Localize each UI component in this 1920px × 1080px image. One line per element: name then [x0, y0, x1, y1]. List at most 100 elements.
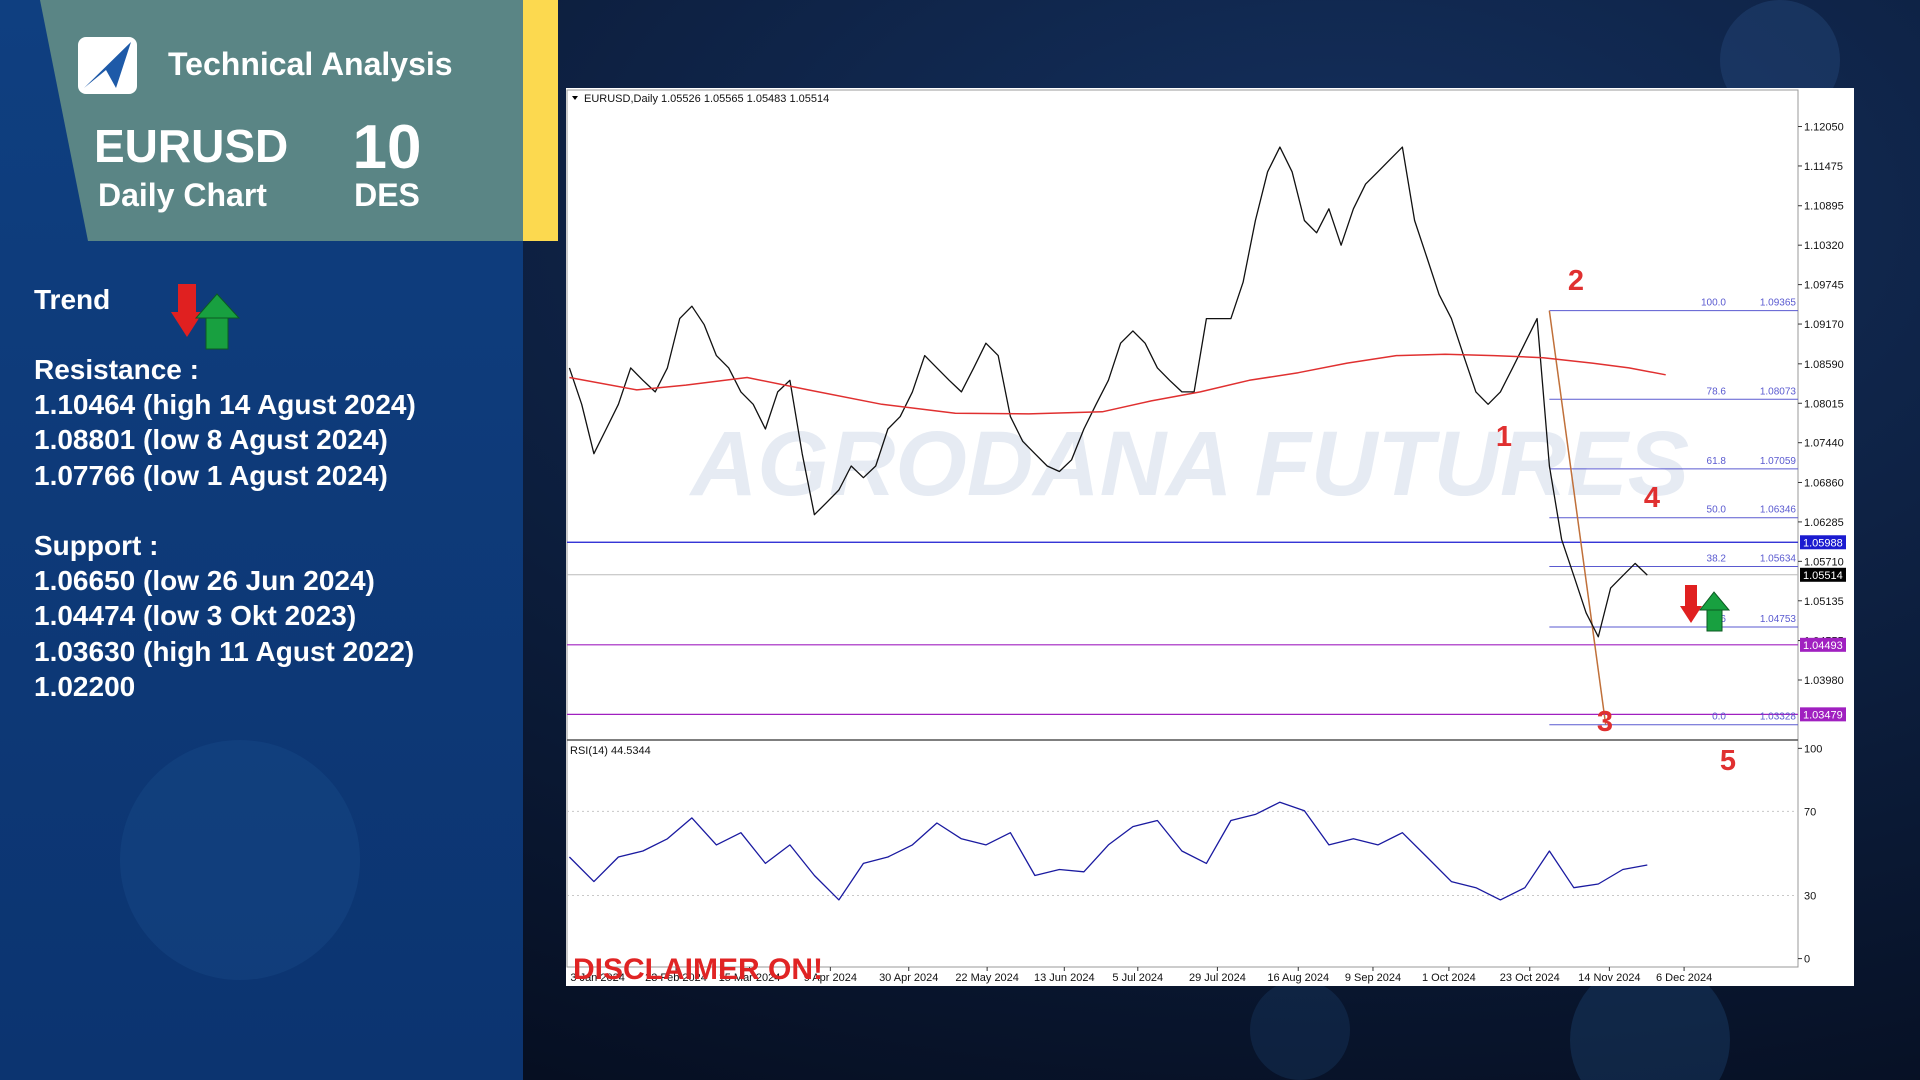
y-tick-label: 1.05135: [1804, 596, 1844, 608]
bokeh: [120, 740, 360, 980]
bokeh: [1250, 980, 1350, 1080]
y-tick-label: 1.12050: [1804, 122, 1844, 134]
y-tick-label: 1.05710: [1804, 556, 1844, 568]
price-label: 1.03479: [1803, 709, 1843, 721]
wave-label: 5: [1720, 745, 1736, 777]
resistance-item: 1.10464 (high 14 Agust 2024): [34, 389, 416, 420]
disclaimer: DISCLAIMER ON!: [573, 953, 823, 986]
fib-price: 1.04753: [1760, 614, 1797, 625]
trend-label: Trend: [34, 284, 110, 315]
y-tick-label: 1.10895: [1804, 201, 1844, 213]
y-tick-label: 1.03980: [1804, 675, 1844, 687]
y-tick-label: 1.09170: [1804, 319, 1844, 331]
logo-mark: [84, 42, 131, 88]
fib-price: 1.09365: [1760, 298, 1797, 309]
signal-icon: [1680, 585, 1731, 632]
x-tick-label: 29 Jul 2024: [1189, 972, 1246, 984]
chart-kind: Daily Chart: [98, 177, 267, 213]
pair: EURUSD: [94, 120, 288, 172]
price-label-bg: [1800, 707, 1846, 722]
x-tick-label: 6 Dec 2024: [1656, 972, 1712, 984]
price-label-bg: [1800, 637, 1846, 652]
chart-title: EURUSD,Daily 1.05526 1.05565 1.05483 1.0…: [584, 93, 829, 105]
fib-price: 1.08073: [1760, 386, 1797, 397]
menu-marker: [572, 96, 578, 100]
resistance-item: 1.08801 (low 8 Agust 2024): [34, 424, 388, 455]
month: DES: [354, 177, 420, 213]
x-tick-label: 5 Jul 2024: [1112, 972, 1163, 984]
arrow-down: [171, 312, 203, 337]
bokeh: [1570, 960, 1730, 1080]
resistance-item: 1.07766 (low 1 Agust 2024): [34, 460, 388, 491]
support-item: 1.03630 (high 11 Agust 2022): [34, 636, 414, 667]
watermark: AGRODANA FUTURES: [689, 413, 1689, 515]
price-label: 1.05988: [1803, 537, 1843, 549]
fib-price: 1.05634: [1760, 554, 1797, 565]
price-label-bg: [1800, 535, 1846, 550]
x-tick-label: 3 Jan 2024: [570, 972, 624, 984]
header-title: Technical Analysis: [168, 46, 453, 82]
fib-ratio: 78.6: [1707, 386, 1727, 397]
wave-label: 4: [1644, 482, 1660, 514]
day: 10: [353, 113, 422, 182]
fib-ratio: 0.0: [1712, 712, 1726, 723]
support-label: Support :: [34, 530, 158, 561]
rsi-title: RSI(14) 44.5344: [570, 745, 651, 757]
wave-label: 2: [1568, 265, 1584, 297]
fib-ratio: 100.0: [1701, 298, 1726, 309]
x-tick-label: 9 Sep 2024: [1345, 972, 1401, 984]
price-label-bg: [1800, 567, 1846, 582]
x-tick-label: 9 Apr 2024: [804, 972, 857, 984]
support-item: 1.04474 (low 3 Okt 2023): [34, 600, 356, 631]
fib-trendline: [1548, 310, 1607, 725]
x-tick-label: 13 Jun 2024: [1034, 972, 1095, 984]
header-box: [40, 0, 523, 241]
y-tick-label: 0: [1804, 954, 1810, 966]
y-tick-label: 1.09745: [1804, 280, 1844, 292]
y-tick-label: 70: [1804, 806, 1816, 818]
fib-ratio: 61.8: [1707, 456, 1727, 467]
fib-price: 1.06346: [1760, 505, 1797, 516]
y-tick-label: 1.06285: [1804, 517, 1844, 529]
y-tick-label: 1.08015: [1804, 398, 1844, 410]
fib-price: 1.03328: [1760, 712, 1797, 723]
y-tick-label: 30: [1804, 891, 1816, 903]
y-tick-label: 1.08590: [1804, 359, 1844, 371]
y-tick-label: 100: [1804, 743, 1822, 755]
accent-bar: [523, 0, 558, 241]
fib-price: 1.07059: [1760, 456, 1797, 467]
price-label: 1.04493: [1803, 640, 1843, 652]
support-item: 1.06650 (low 26 Jun 2024): [34, 565, 375, 596]
moving-average: [569, 353, 1666, 415]
arrow-up: [205, 317, 229, 350]
y-tick-label: 1.06860: [1804, 477, 1844, 489]
x-tick-label: 23 Oct 2024: [1500, 972, 1560, 984]
wave-label: 1: [1496, 421, 1512, 453]
fib-ratio: 50.0: [1707, 505, 1727, 516]
y-tick-label: 1.10320: [1804, 240, 1844, 252]
chart-panel: [566, 88, 1854, 986]
price-line: [568, 146, 1648, 638]
x-tick-label: 14 Nov 2024: [1578, 972, 1640, 984]
plot-frame: [566, 89, 1799, 968]
x-tick-label: 22 May 2024: [955, 972, 1019, 984]
support-item: 1.02200: [34, 671, 135, 702]
wave-label: 3: [1597, 706, 1613, 738]
fib-ratio: 38.2: [1707, 554, 1727, 565]
y-tick-label: 1.07440: [1804, 438, 1844, 450]
rsi-line: [568, 801, 1648, 901]
arrow-down: [1685, 585, 1697, 606]
x-tick-label: 1 Oct 2024: [1422, 972, 1476, 984]
plot: EURUSD,Daily 1.05526 1.05565 1.05483 1.0…: [567, 93, 1846, 984]
price-label: 1.05514: [1803, 570, 1843, 582]
arrow-down: [178, 284, 196, 312]
resistance-label: Resistance :: [34, 354, 199, 385]
x-tick-label: 23 Feb 2024: [645, 972, 707, 984]
x-tick-label: 15 Mar 2024: [719, 972, 781, 984]
x-tick-label: 16 Aug 2024: [1267, 972, 1329, 984]
x-tick-label: 30 Apr 2024: [879, 972, 938, 984]
trend-icon: [171, 284, 241, 350]
y-tick-label: 1.11475: [1804, 161, 1843, 173]
